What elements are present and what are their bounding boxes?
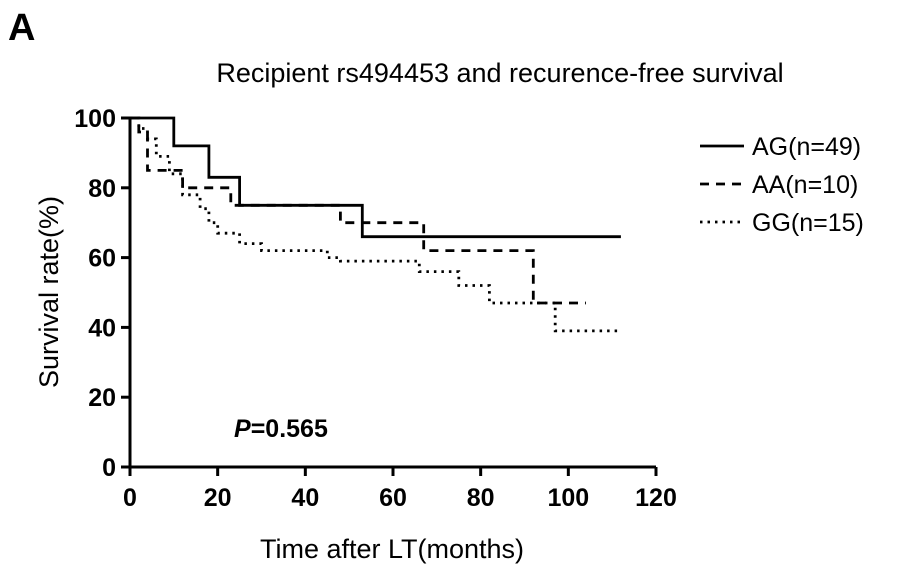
tick-marks: [121, 116, 658, 476]
x-tick-label: 20: [204, 484, 232, 512]
p-value-annotation: P=0.565: [234, 415, 328, 443]
x-tick-label: 120: [635, 484, 677, 512]
x-tick-label: 40: [291, 484, 319, 512]
x-tick-label: 80: [467, 484, 495, 512]
legend-label: GG(n=15): [752, 209, 864, 237]
y-tick-label: 80: [88, 175, 116, 203]
survival-curve-solid: [130, 116, 621, 239]
y-tick-label: 0: [102, 454, 116, 482]
survival-curves: [130, 116, 621, 333]
x-tick-label: 0: [123, 484, 137, 512]
legend-label: AG(n=49): [752, 133, 861, 161]
y-tick-label: 60: [88, 245, 116, 273]
y-tick-label: 100: [74, 105, 116, 133]
survival-curve-dashed: [130, 116, 586, 305]
chart-title: Recipient rs494453 and recurence-free su…: [216, 58, 783, 88]
y-axis-label: Survival rate(%): [34, 196, 64, 388]
tick-labels: 0 20 40 60 80 100 0 20 40 60 80 100 120: [74, 105, 677, 512]
x-axis-label: Time after LT(months): [260, 534, 524, 564]
x-tick-label: 60: [379, 484, 407, 512]
y-tick-label: 20: [88, 384, 116, 412]
x-tick-label: 100: [547, 484, 589, 512]
p-value-number: =0.565: [251, 415, 328, 443]
y-tick-label: 40: [88, 314, 116, 342]
panel-label: A: [8, 7, 35, 49]
survival-curve-dotted: [130, 116, 621, 333]
legend-label: AA(n=10): [752, 171, 858, 199]
p-value-symbol: P: [234, 415, 251, 443]
legend: AG(n=49) AA(n=10) GG(n=15): [700, 133, 864, 237]
